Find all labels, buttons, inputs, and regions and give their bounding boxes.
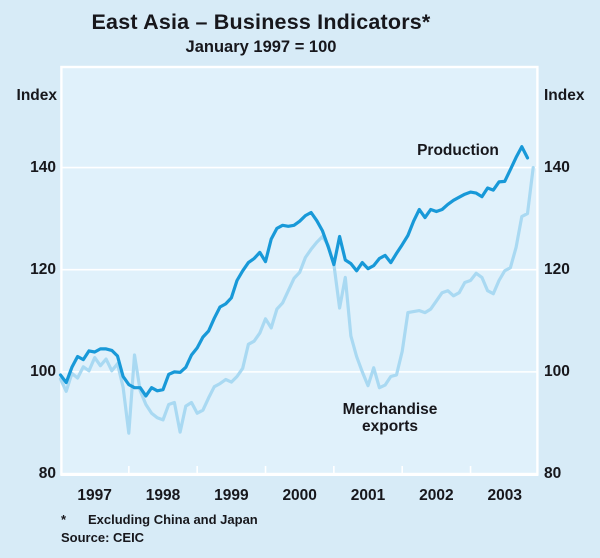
exports-line: [58, 166, 535, 435]
page-title: East Asia – Business Indicators*: [91, 10, 431, 34]
y-axis-unit-right: Index: [544, 87, 585, 104]
x-tick-label: 2002: [419, 487, 454, 504]
y-tick-label-right: 80: [544, 465, 562, 482]
y-tick-label-left: 100: [30, 362, 56, 380]
x-tick-label: 1999: [214, 487, 249, 504]
y-tick-label-left: 140: [30, 158, 56, 176]
x-tick-label: 2000: [282, 487, 317, 504]
y-tick-label-left: 120: [30, 260, 56, 278]
production-line: [58, 145, 530, 398]
x-tick-label: 1997: [77, 487, 112, 504]
y-tick-label-right: 120: [544, 260, 570, 278]
footnote-text: Excluding China and Japan: [88, 512, 258, 527]
x-tick-label: 2001: [350, 487, 386, 504]
x-tick-label: 1998: [145, 487, 181, 504]
x-tick-label: 2003: [487, 487, 522, 504]
series-label-merchandise-exports: Merchandise exports: [342, 401, 438, 435]
y-tick-label-right: 100: [544, 362, 570, 380]
y-tick-label-left: 80: [38, 465, 56, 482]
chart-subtitle: January 1997 = 100: [185, 38, 337, 56]
footnote-marker: *: [61, 512, 67, 527]
y-tick-label-right: 140: [544, 158, 570, 176]
footnote: * Excluding China and Japan: [61, 512, 258, 527]
series-label-production: Production: [417, 142, 499, 159]
source-note: Source: CEIC: [61, 530, 145, 545]
y-axis-unit-left: Index: [16, 87, 57, 104]
